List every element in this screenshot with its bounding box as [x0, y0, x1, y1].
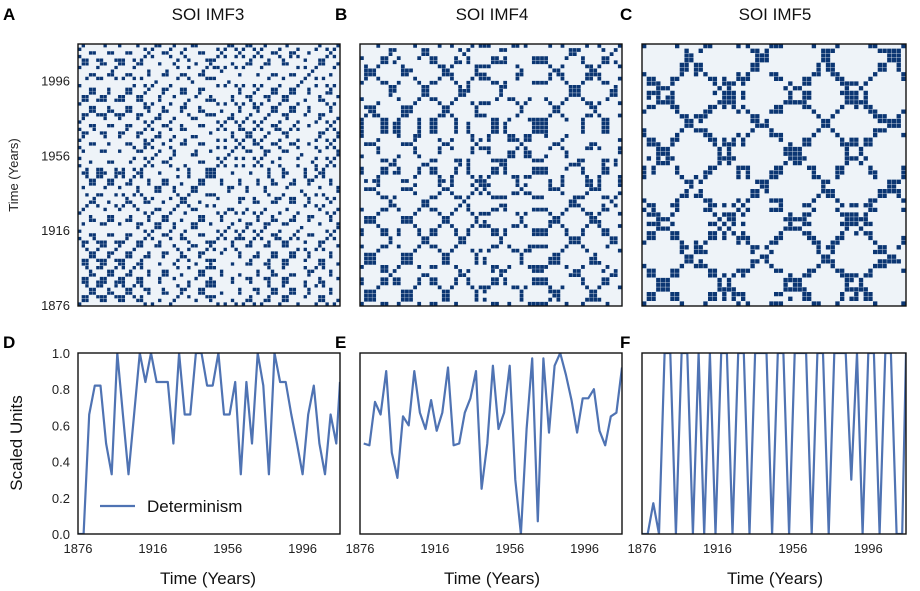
lc-xtick-label: 1916: [420, 541, 449, 556]
lc-xtick-label: 1996: [288, 541, 317, 556]
recurrence-plot-imf3: [77, 43, 341, 307]
rp-frame: [359, 43, 623, 307]
panel-letter-b: B: [335, 5, 347, 24]
ylabel-scaled-units: Scaled Units: [7, 395, 26, 490]
lc-ytick-label: 0.4: [52, 455, 70, 470]
lc-xtick-label: 1956: [495, 541, 524, 556]
lc-xtick-label: 1996: [854, 541, 883, 556]
determinism-series-line: [78, 353, 340, 534]
lc-frame: [77, 352, 341, 535]
rp-recurrence-points: [642, 44, 906, 306]
title-soi-imf5: SOI IMF5: [739, 5, 812, 24]
rp-ytick-label: 1916: [41, 223, 70, 238]
xlabel-d: Time (Years): [160, 569, 256, 588]
line-chart-f: 1876 1916 1956 1996: [628, 352, 907, 556]
rp-frame: [641, 43, 907, 307]
recurrence-plot-imf4: [359, 43, 623, 307]
lc-xtick-label: 1956: [778, 541, 807, 556]
lc-xtick-label: 1956: [213, 541, 242, 556]
rp-frame: [77, 43, 341, 307]
lc-ytick-label: 0.0: [52, 527, 70, 542]
lc-xtick-label: 1876: [346, 541, 375, 556]
rp-ytick-label: 1876: [41, 298, 70, 313]
xlabel-e: Time (Years): [444, 569, 540, 588]
recurrence-plot-imf5: [641, 43, 907, 307]
lc-xtick-label: 1916: [703, 541, 732, 556]
rp-y-ticks: 1996 1956 1916 1876: [41, 73, 70, 313]
title-soi-imf3: SOI IMF3: [172, 5, 245, 24]
panel-letter-e: E: [335, 333, 346, 352]
lc-frame: [641, 352, 907, 535]
title-soi-imf4: SOI IMF4: [456, 5, 529, 24]
line-chart-e: 1876 1916 1956 1996: [346, 352, 623, 556]
lc-ytick-label: 0.8: [52, 382, 70, 397]
legend: Determinism: [100, 497, 242, 516]
lc-xtick-label: 1916: [138, 541, 167, 556]
legend-label: Determinism: [147, 497, 242, 516]
panel-letter-c: C: [620, 5, 632, 24]
lc-xtick-label: 1996: [570, 541, 599, 556]
line-chart-d: 1876 1916 1956 1996 0.0 0.2 0.4 0.6 0.8 1.0: [52, 346, 341, 556]
determinism-series-line: [363, 353, 622, 534]
rp-recurrence-points: [78, 44, 340, 306]
rp-ytick-label: 1996: [41, 73, 70, 88]
lc-xtick-label: 1876: [628, 541, 657, 556]
lc-ytick-label: 1.0: [52, 346, 70, 361]
panel-letter-a: A: [3, 5, 15, 24]
rp-recurrence-points: [360, 44, 622, 306]
determinism-series-line: [642, 353, 906, 534]
panel-letter-d: D: [3, 333, 15, 352]
panel-letter-f: F: [620, 333, 630, 352]
rp-ytick-label: 1956: [41, 148, 70, 163]
lc-frame: [359, 352, 623, 535]
lc-ytick-label: 0.6: [52, 418, 70, 433]
rp-ylabel: Time (Years): [6, 138, 21, 211]
lc-ytick-label: 0.2: [52, 491, 70, 506]
lc-xtick-label: 1876: [64, 541, 93, 556]
xlabel-f: Time (Years): [727, 569, 823, 588]
